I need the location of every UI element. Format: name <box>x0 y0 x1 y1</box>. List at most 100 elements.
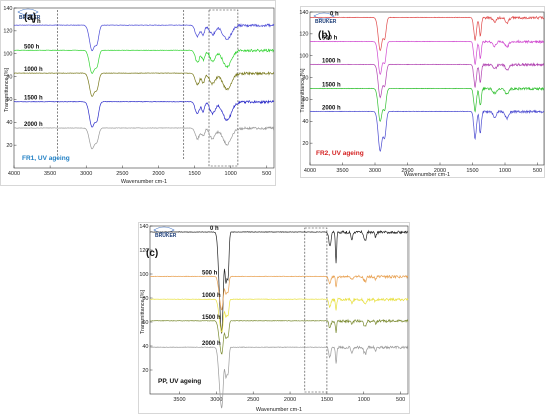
y-axis: 20 40 60 80 100 120 140 <box>3 6 17 149</box>
x-tick-label-500: 500 <box>262 171 271 177</box>
series-line-4 <box>149 318 409 355</box>
x-axis: 3500 3000 2500 2000 1500 1000 500 <box>173 391 405 403</box>
series-line-4 <box>13 99 275 128</box>
x-tick-label-500: 500 <box>533 168 542 174</box>
highlight-box <box>304 227 328 393</box>
series-line-1 <box>149 229 409 334</box>
x-tick-label-3500: 3500 <box>336 168 348 174</box>
panel-label: (a) <box>24 12 36 23</box>
panel-caption: FR2, UV ageing <box>316 150 364 157</box>
x-tick-label-2500: 2500 <box>401 168 413 174</box>
series-label-4: 1500 h <box>24 96 43 102</box>
series-line-2 <box>149 274 409 311</box>
x-tick-label-1000: 1000 <box>225 171 237 177</box>
x-tick-label-3000: 3000 <box>369 168 381 174</box>
x-tick-label-1500: 1500 <box>321 397 333 403</box>
panel-caption: PP, UV ageing <box>158 378 201 385</box>
series-line-2 <box>13 48 275 74</box>
x-tick-label-2500: 2500 <box>247 397 259 403</box>
x-axis-label: Wavenumber cm-1 <box>404 172 450 178</box>
logo-swoosh <box>313 12 335 20</box>
logo-text: BRUKER <box>315 19 337 25</box>
series-group: 0 h 500 h 1000 h 1500 h 2000 h <box>149 226 409 409</box>
series-label-2: 500 h <box>322 36 338 42</box>
x-tick-label-4000: 4000 <box>304 168 316 174</box>
x-tick-label-1000: 1000 <box>499 168 511 174</box>
y-tick-label-40: 40 <box>6 120 12 126</box>
series-label-5: 2000 h <box>322 105 341 111</box>
y-axis: 20 40 60 80 100 120 140 <box>139 224 153 374</box>
series-label-4: 1500 h <box>202 315 221 321</box>
x-tick-label-4000: 4000 <box>8 171 20 177</box>
chart-panel-2: 20 40 60 80 100 120 140 4000 3500 3000 2500 2000 150… <box>299 6 545 178</box>
series-group: 0 h 500 h 1000 h 1500 h 2000 h <box>13 19 275 150</box>
plot-area <box>149 225 409 395</box>
series-label-2: 500 h <box>24 44 40 50</box>
series-label-5: 2000 h <box>202 341 221 347</box>
y-axis-label: Transmittance [%] <box>300 68 306 113</box>
series-label-1: 0 h <box>32 19 41 25</box>
y-tick-label-140: 140 <box>139 224 148 230</box>
bruker-logo: BRUKER <box>153 226 177 239</box>
x-tick-label-1000: 1000 <box>358 397 370 403</box>
series-line-1 <box>309 15 545 52</box>
y-tick-label-140: 140 <box>3 6 12 12</box>
series-label-5: 2000 h <box>24 122 43 128</box>
y-axis: 20 40 60 80 100 120 140 <box>299 10 313 147</box>
y-tick-label-60: 60 <box>142 320 148 326</box>
y-tick-label-80: 80 <box>142 296 148 302</box>
chart-panel-1: 20 40 60 80 100 120 140 4000 3500 3000 2500 2000 150… <box>0 0 276 186</box>
y-tick-label-140: 140 <box>299 10 308 16</box>
logo-swoosh <box>17 8 39 16</box>
y-tick-label-60: 60 <box>302 97 308 103</box>
panel-frame <box>0 0 276 186</box>
y-tick-label-120: 120 <box>3 29 12 35</box>
y-tick-label-20: 20 <box>142 368 148 374</box>
panel-caption: FR1, UV ageing <box>22 155 70 162</box>
y-tick-label-20: 20 <box>302 141 308 147</box>
x-tick-label-3500: 3500 <box>173 397 185 403</box>
x-tick-label-1500: 1500 <box>466 168 478 174</box>
series-label-1: 0 h <box>210 226 219 232</box>
series-line-1 <box>13 23 275 52</box>
y-tick-label-60: 60 <box>6 97 12 103</box>
highlight-box <box>208 9 239 167</box>
x-tick-label-3000: 3000 <box>210 397 222 403</box>
x-tick-label-500: 500 <box>396 397 405 403</box>
series-group: 0 h 500 h 1000 h 1500 h 2000 h <box>309 11 545 152</box>
y-tick-label-40: 40 <box>302 119 308 125</box>
series-line-3 <box>309 62 545 99</box>
x-tick-label-1500: 1500 <box>188 171 200 177</box>
y-tick-label-20: 20 <box>6 143 12 149</box>
x-tick-label-2000: 2000 <box>434 168 446 174</box>
series-line-5 <box>13 126 275 150</box>
series-label-3: 1000 h <box>322 58 341 64</box>
series-line-4 <box>309 86 545 123</box>
y-tick-label-40: 40 <box>142 344 148 350</box>
y-tick-label-100: 100 <box>139 272 148 278</box>
bruker-logo: BRUKER <box>17 8 41 21</box>
x-tick-label-3500: 3500 <box>44 171 56 177</box>
x-tick-label-2000: 2000 <box>284 397 296 403</box>
series-line-5 <box>149 344 409 409</box>
series-label-3: 1000 h <box>202 293 221 299</box>
chart-panel-3: 20 40 60 80 100 120 140 3500 3000 2500 2000 1500 100… <box>138 222 410 414</box>
y-tick-label-80: 80 <box>6 74 12 80</box>
x-tick-label-2000: 2000 <box>152 171 164 177</box>
y-tick-label-100: 100 <box>299 54 308 60</box>
series-label-4: 1500 h <box>322 83 341 89</box>
logo-text: BRUKER <box>19 15 41 21</box>
series-label-3: 1000 h <box>24 67 43 73</box>
y-tick-label-100: 100 <box>3 52 12 58</box>
y-axis-label: Transmittance [%] <box>140 289 146 334</box>
series-line-3 <box>13 71 275 97</box>
panel-label: (b) <box>318 30 331 41</box>
panel-frame <box>138 222 410 414</box>
x-axis: 4000 3500 3000 2500 2000 1500 1000 500 <box>304 162 542 174</box>
y-tick-label-120: 120 <box>299 32 308 38</box>
series-line-2 <box>309 39 545 76</box>
logo-text: BRUKER <box>155 233 177 239</box>
series-line-3 <box>149 297 409 333</box>
series-label-1: 0 h <box>330 11 339 17</box>
